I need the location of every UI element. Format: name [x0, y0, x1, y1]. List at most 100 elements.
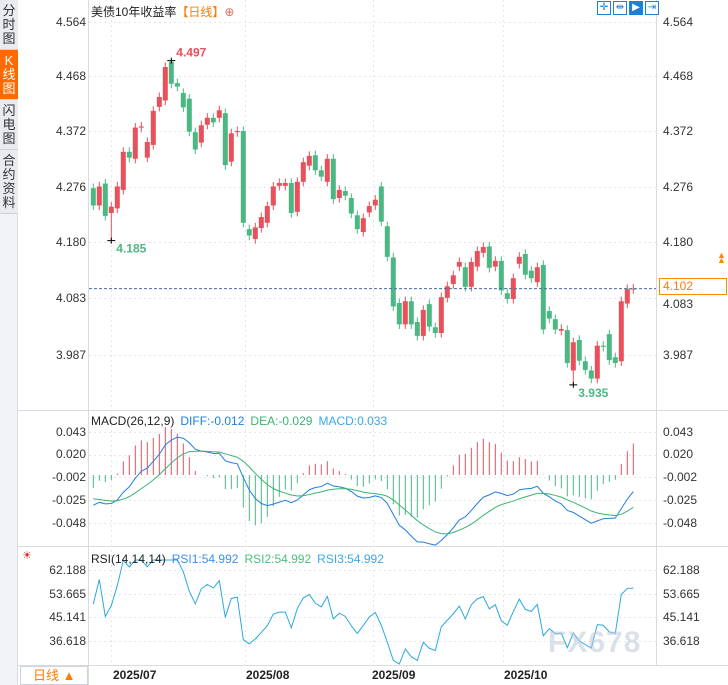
candle-body	[492, 260, 498, 267]
rsi-axis-label: 36.618	[663, 634, 700, 648]
price-axis-label: 4.276	[663, 180, 694, 194]
price-axis-label: 4.372	[663, 124, 694, 138]
candle-body	[468, 262, 474, 287]
candle-body	[312, 155, 318, 171]
candle-body	[402, 301, 408, 325]
settings-sun-icon[interactable]: ☀	[22, 550, 32, 562]
price-axis-label: 4.468	[55, 69, 86, 83]
low-annotation: 3.935	[578, 386, 608, 400]
candle-body	[432, 327, 438, 334]
candle-body	[522, 253, 528, 275]
candle-body	[270, 186, 276, 206]
candle-body	[630, 288, 636, 290]
macd-axis-label: 0.043	[55, 425, 86, 439]
candle-body	[582, 361, 588, 370]
chart-title: 美债10年收益率【日线】⊕	[91, 3, 234, 20]
rsi-axis-label: 53.665	[49, 587, 86, 601]
candle-body	[222, 113, 228, 166]
tab-kline[interactable]: K线图	[0, 50, 18, 100]
date-label: 2025/08	[246, 668, 290, 682]
add-indicator-icon[interactable]: ⊕	[224, 5, 235, 19]
candle-body	[378, 186, 384, 222]
extreme-marker	[569, 381, 578, 388]
auto-scale-icon[interactable]: ▶	[629, 1, 643, 15]
scroll-right-icon[interactable]: ⇥	[645, 1, 659, 15]
macd-axis-label: -0.002	[663, 470, 698, 484]
instrument-name: 美债10年收益率	[91, 5, 177, 19]
candle-body	[240, 131, 246, 223]
candle-body	[204, 117, 210, 125]
candle-body	[90, 188, 96, 206]
zoom-range-icon[interactable]: ⇹	[613, 1, 627, 15]
rsi-line	[92, 559, 634, 665]
candle-body	[210, 117, 216, 123]
candle-body	[96, 186, 102, 206]
scroll-to-latest-icon[interactable]: ▲ ▲	[717, 250, 726, 265]
candle-body	[264, 206, 270, 223]
extreme-marker	[167, 57, 176, 64]
candle-body	[426, 304, 432, 327]
candle-body	[588, 370, 594, 379]
macd-legend: MACD(26,12,9) DIFF:-0.012 DEA:-0.029 MACD:0…	[91, 414, 393, 428]
candle-body	[120, 151, 126, 190]
candle-body	[330, 158, 336, 200]
crosshair-icon[interactable]: ✛	[597, 1, 611, 15]
candle-body	[228, 133, 234, 162]
candle-body	[186, 98, 192, 132]
period-label: 【日线】	[176, 5, 225, 19]
tab-time-sharing[interactable]: 分时图	[0, 0, 18, 50]
macd-value: MACD:0.033	[318, 414, 388, 428]
candle-body	[612, 357, 618, 364]
date-label: 2025/09	[372, 668, 416, 682]
price-axis-label: 4.372	[55, 124, 86, 138]
candle-body	[234, 131, 240, 133]
high-annotation: 4.497	[176, 46, 206, 60]
low-annotation: 4.185	[116, 242, 146, 256]
price-axis-label: 3.987	[55, 348, 86, 362]
candle-body	[438, 297, 444, 334]
candle-body	[516, 256, 522, 264]
candle-body	[384, 226, 390, 257]
candle-body	[504, 293, 510, 299]
rsi-axis-label: 62.188	[663, 563, 700, 577]
candle-body	[486, 246, 492, 268]
rsi-axis-label: 45.141	[663, 610, 700, 624]
candle-body	[576, 339, 582, 361]
period-selector[interactable]: 日线 ▲	[20, 666, 88, 685]
macd-axis-label: 0.043	[663, 425, 694, 439]
candle-body	[324, 158, 330, 182]
candle-body	[132, 127, 138, 159]
candle-body	[396, 302, 402, 325]
macd-axis-label: -0.025	[663, 493, 698, 507]
macd-axis-label: -0.048	[663, 516, 698, 530]
candle-body	[216, 110, 222, 118]
tab-contract-info[interactable]: 合约资料	[0, 150, 18, 214]
candle-body	[510, 278, 516, 299]
macd-axis-label: -0.048	[51, 516, 86, 530]
price-axis-label: 3.987	[663, 348, 694, 362]
candle-body	[480, 247, 486, 253]
rsi-legend: RSI(14,14,14) RSI1:54.992 RSI2:54.992 RSI3:…	[91, 552, 390, 566]
candle-body	[456, 262, 462, 267]
candle-body	[126, 151, 132, 158]
watermark-logo: FX678	[548, 626, 642, 659]
rsi2-value: RSI2:54.992	[244, 552, 312, 566]
candle-body	[360, 218, 366, 233]
candle-body	[318, 170, 324, 177]
price-axis-label: 4.083	[663, 297, 694, 311]
last-price-label: 4.102	[659, 278, 727, 295]
candle-body	[276, 182, 282, 186]
tab-flash-chart[interactable]: 闪电图	[0, 100, 18, 150]
macd-dea: DEA:-0.029	[250, 414, 313, 428]
candle-body	[558, 328, 564, 331]
candle-body	[300, 162, 306, 182]
candle-body	[540, 264, 546, 330]
candle-body	[306, 155, 312, 166]
price-axis-label: 4.276	[55, 180, 86, 194]
rsi-title: RSI(14,14,14)	[91, 552, 166, 566]
macd-title: MACD(26,12,9)	[91, 414, 175, 428]
rsi3-value: RSI3:54.992	[317, 552, 384, 566]
candle-body	[366, 206, 372, 213]
price-axis-label: 4.083	[55, 291, 86, 305]
